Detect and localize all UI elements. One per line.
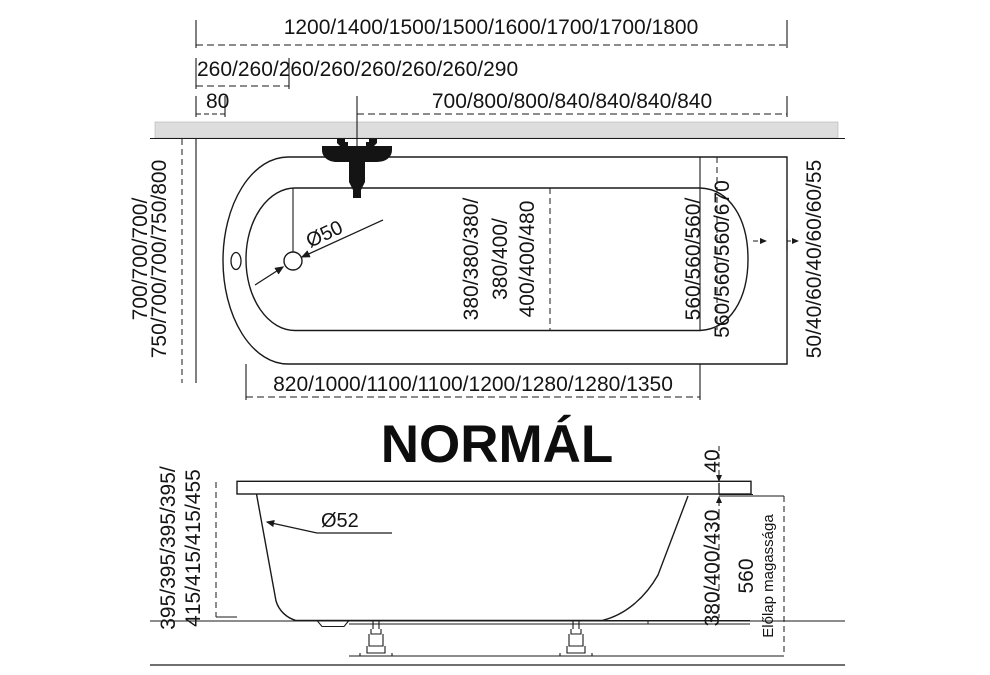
svg-text:40: 40 <box>701 449 724 472</box>
svg-text:395/395/395/395/: 395/395/395/395/ <box>157 466 180 630</box>
svg-text:260/260/260/260/260/260/260/29: 260/260/260/260/260/260/260/290 <box>197 58 518 81</box>
svg-text:380/400/: 380/400/ <box>489 218 512 300</box>
svg-text:415/415/415/455: 415/415/415/455 <box>182 469 205 627</box>
svg-text:700/800/800/840/840/840/840: 700/800/800/840/840/840/840 <box>432 90 712 113</box>
svg-text:560: 560 <box>735 558 758 593</box>
svg-text:380/400/430: 380/400/430 <box>701 510 724 627</box>
svg-text:1200/1400/1500/1500/1600/1700/: 1200/1400/1500/1500/1600/1700/1700/1800 <box>284 16 699 39</box>
svg-text:400/400/480: 400/400/480 <box>516 201 539 318</box>
svg-text:50/40/60/40/60/60/55: 50/40/60/40/60/60/55 <box>803 160 826 359</box>
svg-text:560/560/560/: 560/560/560/ <box>682 198 705 321</box>
svg-text:380/380/380/: 380/380/380/ <box>460 198 483 321</box>
svg-text:80: 80 <box>206 90 229 113</box>
svg-text:560/560/560/670: 560/560/560/670 <box>711 180 734 338</box>
svg-text:Ø52: Ø52 <box>321 510 359 532</box>
svg-text:Előlap magassága: Előlap magassága <box>760 514 777 638</box>
svg-text:NORMÁL: NORMÁL <box>381 414 614 474</box>
svg-text:820/1000/1100/1100/1200/1280/1: 820/1000/1100/1100/1200/1280/1280/1350 <box>273 373 673 396</box>
svg-text:750/700/700/750/800: 750/700/700/750/800 <box>148 160 171 359</box>
